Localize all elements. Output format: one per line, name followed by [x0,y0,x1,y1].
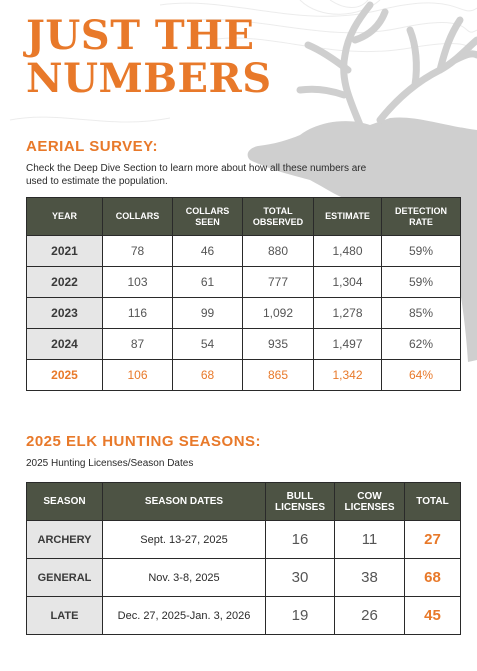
table-row: GENERAL Nov. 3-8, 2025 30 38 68 [26,558,461,597]
total-observed-cell: 777 [242,266,314,298]
estimate-cell: 1,304 [313,266,382,298]
hunting-seasons-heading: 2025 ELK HUNTING SEASONS: [26,433,262,450]
bull-licenses-cell: 19 [265,596,335,635]
estimate-cell: 1,497 [313,328,382,360]
estimate-cell: 1,480 [313,235,382,267]
total-observed-cell: 880 [242,235,314,267]
year-cell: 2024 [26,328,103,360]
table-row-highlighted: 2025 106 68 865 1,342 64% [26,359,461,391]
column-header-detection-rate: DETECTION RATE [381,197,461,236]
table-row: 2024 87 54 935 1,497 62% [26,328,461,360]
table-row: ARCHERY Sept. 13-27, 2025 16 11 27 [26,520,461,559]
column-header-year: YEAR [26,197,103,236]
detection-rate-cell: 64% [381,359,461,391]
collars-seen-cell: 99 [172,297,243,329]
table-row: 2021 78 46 880 1,480 59% [26,235,461,267]
total-observed-cell: 935 [242,328,314,360]
season-dates-cell: Sept. 13-27, 2025 [102,520,266,559]
total-cell: 45 [404,596,461,635]
collars-cell: 87 [102,328,173,360]
total-cell: 27 [404,520,461,559]
season-dates-cell: Dec. 27, 2025-Jan. 3, 2026 [102,596,266,635]
total-observed-cell: 865 [242,359,314,391]
collars-cell: 78 [102,235,173,267]
season-cell: ARCHERY [26,520,103,559]
table-row: 2022 103 61 777 1,304 59% [26,266,461,298]
hunting-seasons-table: SEASON SEASON DATES BULL LICENSES COW LI… [26,482,461,635]
bull-licenses-cell: 16 [265,520,335,559]
cow-licenses-cell: 38 [334,558,405,597]
detection-rate-cell: 62% [381,328,461,360]
column-header-collars-seen: COLLARS SEEN [172,197,243,236]
hunting-seasons-subheading: 2025 Hunting Licenses/Season Dates [26,458,194,469]
column-header-total: TOTAL [404,482,461,521]
detection-rate-cell: 85% [381,297,461,329]
table-row: 2023 116 99 1,092 1,278 85% [26,297,461,329]
column-header-collars: COLLARS [102,197,173,236]
page-title-line1: JUST THE [26,12,255,59]
bull-licenses-cell: 30 [265,558,335,597]
estimate-cell: 1,278 [313,297,382,329]
column-header-season-dates: SEASON DATES [102,482,266,521]
collars-seen-cell: 46 [172,235,243,267]
collars-cell: 106 [102,359,173,391]
season-dates-cell: Nov. 3-8, 2025 [102,558,266,597]
year-cell: 2025 [26,359,103,391]
year-cell: 2021 [26,235,103,267]
year-cell: 2022 [26,266,103,298]
season-cell: GENERAL [26,558,103,597]
aerial-survey-heading: AERIAL SURVEY: [26,138,159,155]
detection-rate-cell: 59% [381,266,461,298]
collars-cell: 103 [102,266,173,298]
column-header-total-observed: TOTAL OBSERVED [242,197,314,236]
collars-seen-cell: 68 [172,359,243,391]
estimate-cell: 1,342 [313,359,382,391]
collars-seen-cell: 61 [172,266,243,298]
table-row: LATE Dec. 27, 2025-Jan. 3, 2026 19 26 45 [26,596,461,635]
column-header-season: SEASON [26,482,103,521]
page-title-line2: NUMBERS [26,55,272,102]
total-observed-cell: 1,092 [242,297,314,329]
page-title: JUST THE NUMBERS [26,14,272,100]
collars-cell: 116 [102,297,173,329]
table-header-row: SEASON SEASON DATES BULL LICENSES COW LI… [26,482,461,521]
elk-silhouette-icon [247,1,477,362]
cow-licenses-cell: 26 [334,596,405,635]
column-header-cow-licenses: COW LICENSES [334,482,405,521]
collars-seen-cell: 54 [172,328,243,360]
table-header-row: YEAR COLLARS COLLARS SEEN TOTAL OBSERVED… [26,197,461,236]
aerial-survey-table: YEAR COLLARS COLLARS SEEN TOTAL OBSERVED… [26,197,461,391]
column-header-estimate: ESTIMATE [313,197,382,236]
column-header-bull-licenses: BULL LICENSES [265,482,335,521]
season-cell: LATE [26,596,103,635]
aerial-survey-intro: Check the Deep Dive Section to learn mor… [26,163,367,187]
cow-licenses-cell: 11 [334,520,405,559]
total-cell: 68 [404,558,461,597]
year-cell: 2023 [26,297,103,329]
detection-rate-cell: 59% [381,235,461,267]
